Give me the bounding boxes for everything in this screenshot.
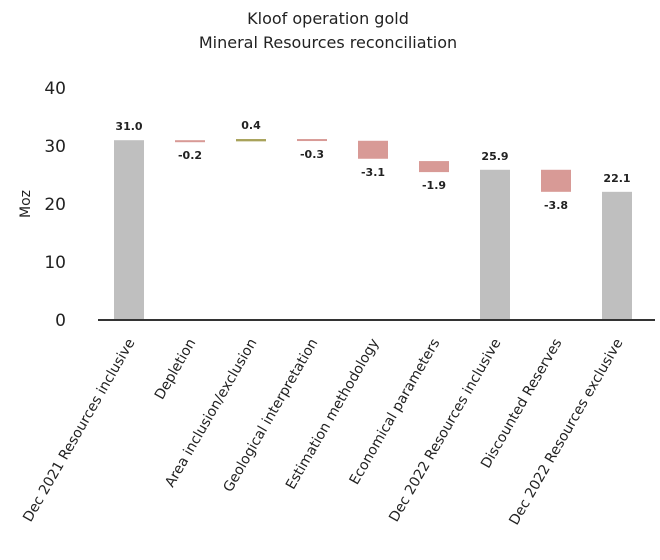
data-label: -0.3 bbox=[300, 148, 324, 161]
data-label: -3.8 bbox=[544, 199, 568, 212]
y-tick-label: 10 bbox=[44, 253, 66, 273]
y-tick-label: 30 bbox=[44, 137, 66, 157]
y-ticks-layer: 0 10 20 30 40 bbox=[44, 79, 66, 331]
bar bbox=[419, 161, 449, 173]
data-label: -3.1 bbox=[361, 166, 385, 179]
category-label: Dec 2022 Resources inclusive bbox=[386, 336, 504, 525]
chart-title-line-2: Mineral Resources reconciliation bbox=[199, 33, 457, 52]
y-tick-label: 20 bbox=[44, 195, 66, 215]
category-label: Dec 2022 Resources exclusive bbox=[506, 336, 626, 528]
bar bbox=[480, 169, 510, 320]
bar bbox=[236, 139, 266, 142]
data-labels-layer: 31.0 -0.2 0.4 -0.3 -3.1 -1.9 25.9 -3.8 22.1 bbox=[115, 119, 630, 212]
bar bbox=[358, 140, 388, 159]
category-labels-layer: Dec 2021 Resources inclusive DepletionAre… bbox=[20, 336, 626, 528]
y-tick-label: 0 bbox=[55, 311, 66, 331]
chart-title-line-1: Kloof operation gold bbox=[247, 9, 409, 28]
bar bbox=[602, 191, 632, 320]
data-label: 0.4 bbox=[241, 119, 261, 132]
bar bbox=[297, 139, 327, 142]
bar bbox=[541, 169, 571, 192]
category-label: Depletion bbox=[152, 336, 200, 403]
y-axis-label: Moz bbox=[18, 190, 34, 218]
data-label: 25.9 bbox=[481, 150, 508, 163]
data-label: -0.2 bbox=[178, 149, 202, 162]
y-tick-label: 40 bbox=[44, 79, 66, 99]
bar bbox=[114, 140, 144, 320]
data-label: 22.1 bbox=[603, 172, 630, 185]
bars-layer bbox=[114, 139, 632, 320]
data-label: 31.0 bbox=[115, 120, 142, 133]
category-label: Dec 2021 Resources inclusive bbox=[20, 336, 138, 525]
data-label: -1.9 bbox=[422, 179, 446, 192]
bar bbox=[175, 140, 205, 143]
